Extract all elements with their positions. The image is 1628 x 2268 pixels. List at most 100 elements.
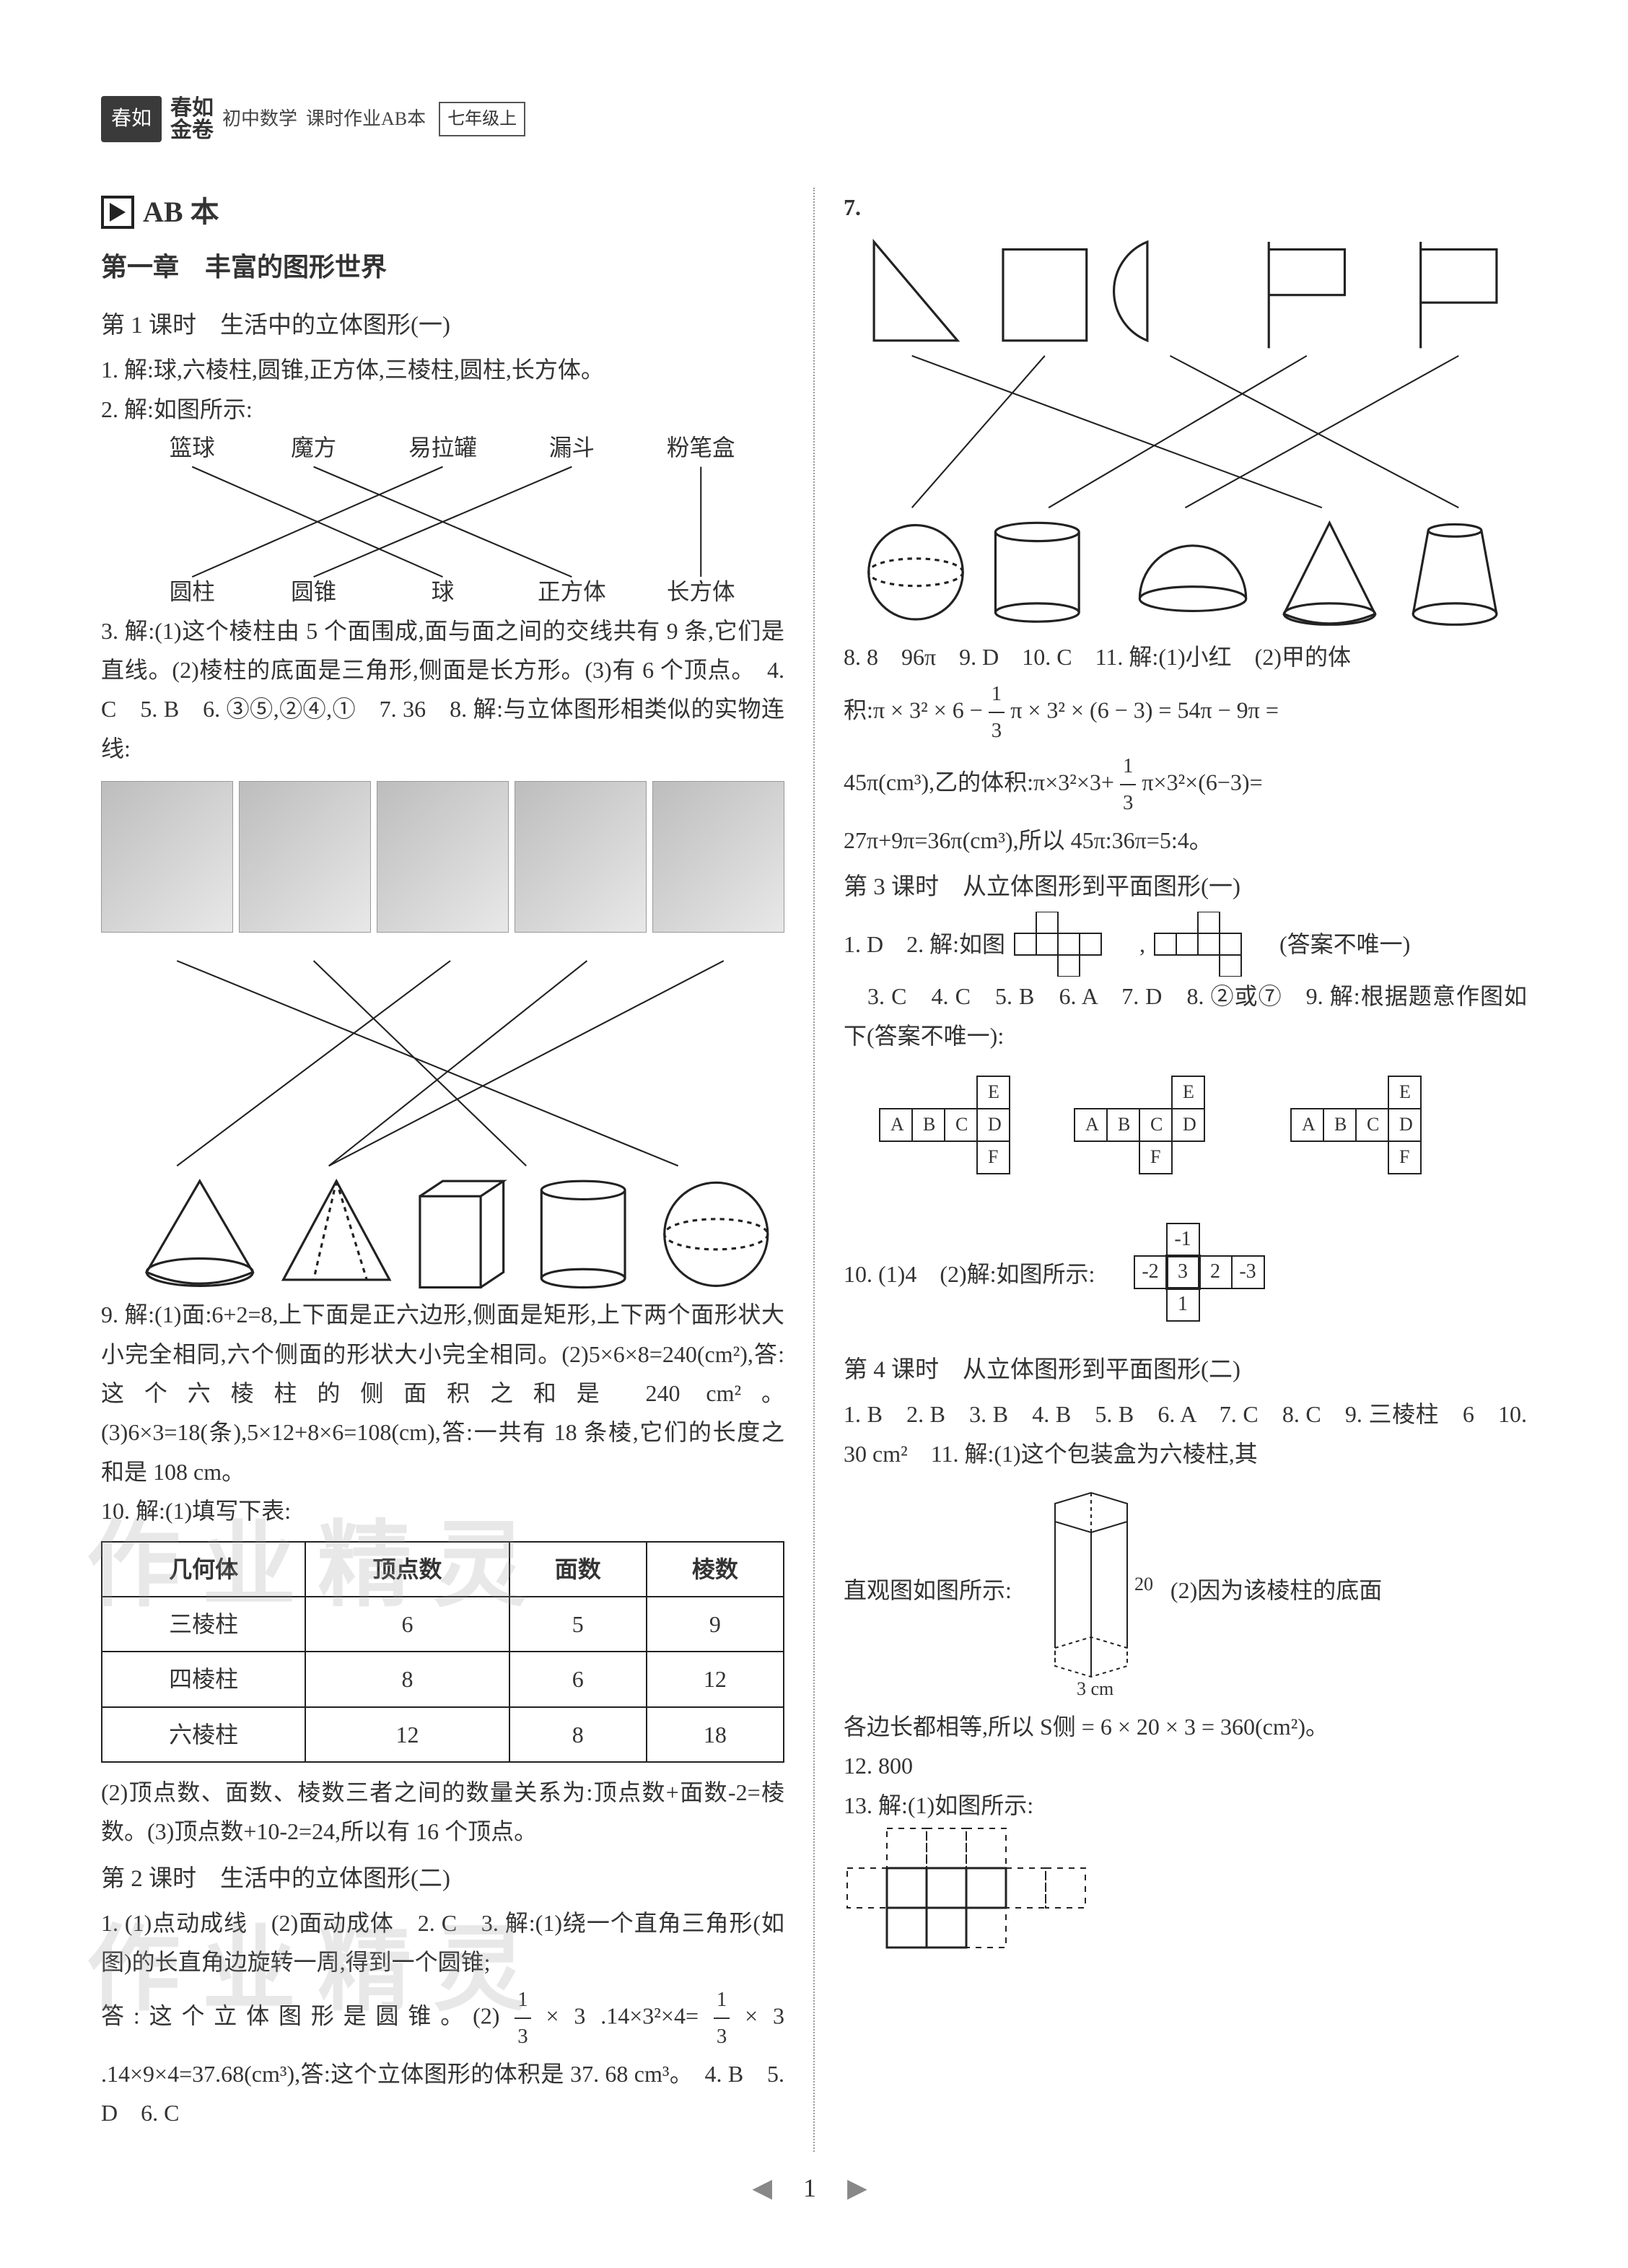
- table-row: 四棱柱 8 6 12: [102, 1652, 784, 1706]
- footer-tri-right-icon: [840, 2173, 876, 2202]
- hemisphere-icon: [1139, 546, 1246, 611]
- svg-text:F: F: [1399, 1146, 1409, 1167]
- svg-text:3: 3: [1178, 1260, 1188, 1283]
- svg-text:C: C: [1150, 1114, 1163, 1135]
- frac-1-3-r2: 13: [1120, 749, 1136, 821]
- l2-q2: 答:这个立体图形是圆锥。(2) 13 × 3 .14×3²×4= 13 × 3 …: [101, 1982, 784, 2133]
- left-column: AB 本 第一章 丰富的图形世界 第 1 课时 生活中的立体图形(一) 1. 解…: [101, 188, 784, 2152]
- frac-1-3b: 13: [714, 1982, 730, 2054]
- q3-text: 3. 解:(1)这个棱柱由 5 个面围成,面与面之间的交线共有 9 条,它们是直…: [101, 611, 784, 769]
- svg-text:2: 2: [1210, 1260, 1220, 1283]
- match7-diagram: [844, 227, 1527, 637]
- publisher-logo: 春如: [101, 96, 162, 142]
- grid-figure-icon: [844, 1825, 1118, 1969]
- m1-top-0: 篮球: [170, 435, 215, 461]
- sphere-icon: [869, 525, 963, 619]
- lesson2-title: 第 2 课时 生活中的立体图形(二): [101, 1859, 784, 1899]
- q10-text: 10. (1)4 (2)解:如图所示:: [844, 1255, 1095, 1294]
- l4-q11-tail: (2)因为该棱柱的底面: [1170, 1571, 1382, 1610]
- header-series: 课时作业AB本: [306, 103, 426, 135]
- top-flag2-icon: [1421, 242, 1497, 348]
- svg-text:B: B: [1334, 1114, 1347, 1135]
- svg-text:A: A: [890, 1114, 904, 1135]
- svg-text:A: A: [1302, 1114, 1316, 1135]
- photo-3: [377, 781, 509, 933]
- l3-q1-tail: (答案不唯一): [1279, 925, 1410, 964]
- table-row: 三棱柱 6 5 9: [102, 1597, 784, 1652]
- svg-text:E: E: [988, 1081, 999, 1102]
- svg-text:D: D: [1399, 1114, 1413, 1135]
- hex-prism-row: 直观图如图所示: 20 cm 3 cm (2)因为该棱柱的底面: [844, 1482, 1527, 1698]
- l2-q2a: 答:这个立体图形是圆锥。(2): [101, 2002, 515, 2028]
- page-header: 春如 春如 金卷 初中数学 课时作业AB本 七年级上: [101, 87, 1527, 152]
- frustum-icon: [1413, 525, 1497, 625]
- m1-bot-4: 长方体: [667, 580, 735, 605]
- q9-text: 9. 解:(1)面:6+2=8,上下面是正六边形,侧面是矩形,上下两个面形状大小…: [101, 1295, 784, 1491]
- prism-h-label: 20 cm: [1134, 1574, 1156, 1595]
- photo-1: [101, 781, 233, 933]
- l3-q3: 3. C 4. C 5. B 6. A 7. D 8. ②或⑦ 9. 解:根据题…: [844, 977, 1527, 1055]
- frac-1-3-r1: 13: [989, 676, 1005, 749]
- q8-cont1: 积:π × 3² × 6 − 13 π × 3² × (6 − 3) = 54π…: [844, 676, 1527, 749]
- m1-top-2: 易拉罐: [408, 435, 477, 461]
- lesson4-title: 第 4 课时 从立体图形到平面图形(二): [844, 1350, 1527, 1390]
- ab-section-title: AB 本: [101, 188, 784, 237]
- hex-prism-icon: 20 cm 3 cm: [1026, 1482, 1156, 1698]
- th-2: 面数: [509, 1542, 647, 1597]
- q10-line: 10. (1)4 (2)解:如图所示: 3 -2 2 -3 -1 1: [844, 1205, 1527, 1343]
- svg-text:C: C: [1367, 1114, 1379, 1135]
- l4-q1: 1. B 2. B 3. B 4. B 5. B 6. A 7. C 8. C …: [844, 1395, 1527, 1473]
- svg-text:B: B: [1118, 1114, 1130, 1135]
- header-grade: 七年级上: [439, 102, 525, 137]
- svg-text:1: 1: [1178, 1293, 1188, 1315]
- net-a: ABCD EF: [844, 1065, 1038, 1195]
- lesson1-title: 第 1 课时 生活中的立体图形(一): [101, 305, 784, 346]
- top-rect-icon: [1003, 250, 1087, 341]
- top-flag-icon: [1269, 242, 1344, 348]
- l4-q11-mid: 直观图如图所示:: [844, 1571, 1012, 1610]
- net2-icon: [1151, 912, 1274, 977]
- th-3: 棱数: [647, 1542, 784, 1597]
- q8-text: 8. 8 96π 9. D 10. C 11. 解:(1)小红 (2)甲的体: [844, 637, 1527, 676]
- top-semicircle-icon: [1114, 242, 1147, 341]
- l4-q12: 12. 800: [844, 1746, 1527, 1785]
- svg-text:A: A: [1085, 1114, 1099, 1135]
- labeled-nets-row: ABCD EF ABCD EF ABC EDF: [844, 1065, 1527, 1195]
- frac-1-3: 13: [515, 1982, 530, 2054]
- column-divider: [813, 188, 815, 2152]
- cone-icon: [1284, 523, 1375, 625]
- photo-row: [101, 781, 784, 933]
- m1-bot-0: 圆柱: [170, 580, 215, 605]
- l2-q2b: × 3 .14×3²×4=: [546, 2002, 714, 2028]
- logo-text: 春如: [111, 102, 152, 136]
- page-number: 1: [803, 2173, 825, 2202]
- svg-text:-2: -2: [1142, 1260, 1159, 1283]
- right-column: 7.: [844, 188, 1527, 2152]
- q7-label: 7.: [844, 188, 1527, 227]
- ab-title-text: AB 本: [143, 188, 219, 237]
- play-icon: [101, 196, 134, 229]
- match2-diagram: [101, 946, 784, 1295]
- q10-rest: (2)顶点数、面数、棱数三者之间的数量关系为:顶点数+面数-2=棱数。(3)顶点…: [101, 1773, 784, 1852]
- net-c: ABC EDF: [1277, 1065, 1471, 1195]
- q1-text: 1. 解:球,六棱柱,圆锥,正方体,三棱柱,圆柱,长方体。: [101, 350, 784, 389]
- l3-q1-text: 1. D 2. 解:如图: [844, 925, 1005, 964]
- m1-bot-2: 球: [432, 580, 455, 605]
- svg-text:E: E: [1183, 1081, 1194, 1102]
- header-subject: 初中数学: [222, 103, 297, 135]
- cross-net-icon: 3 -2 2 -3 -1 1: [1102, 1205, 1290, 1343]
- table-row: 六棱柱 12 8 18: [102, 1707, 784, 1762]
- svg-text:F: F: [988, 1146, 998, 1167]
- table-header-row: 几何体 顶点数 面数 棱数: [102, 1542, 784, 1597]
- q8-cont3: 27π+9π=36π(cm³),所以 45π:36π=5:4。: [844, 821, 1527, 860]
- l4-q11-rest: 各边长都相等,所以 S侧 = 6 × 20 × 3 = 360(cm²)。: [844, 1707, 1527, 1746]
- net1-icon: [1011, 912, 1134, 977]
- photo-2: [239, 781, 371, 933]
- q8-cont2: 45π(cm³),乙的体积:π×3²×3+ 13 π×3²×(6−3)=: [844, 749, 1527, 821]
- prism-w-label: 3 cm: [1077, 1678, 1113, 1698]
- lesson3-title: 第 3 课时 从立体图形到平面图形(一): [844, 867, 1527, 907]
- m1-top-4: 粉笔盒: [667, 435, 735, 461]
- m1-bot-3: 正方体: [538, 580, 606, 605]
- m1-top-1: 魔方: [291, 435, 336, 461]
- svg-text:-3: -3: [1240, 1260, 1256, 1283]
